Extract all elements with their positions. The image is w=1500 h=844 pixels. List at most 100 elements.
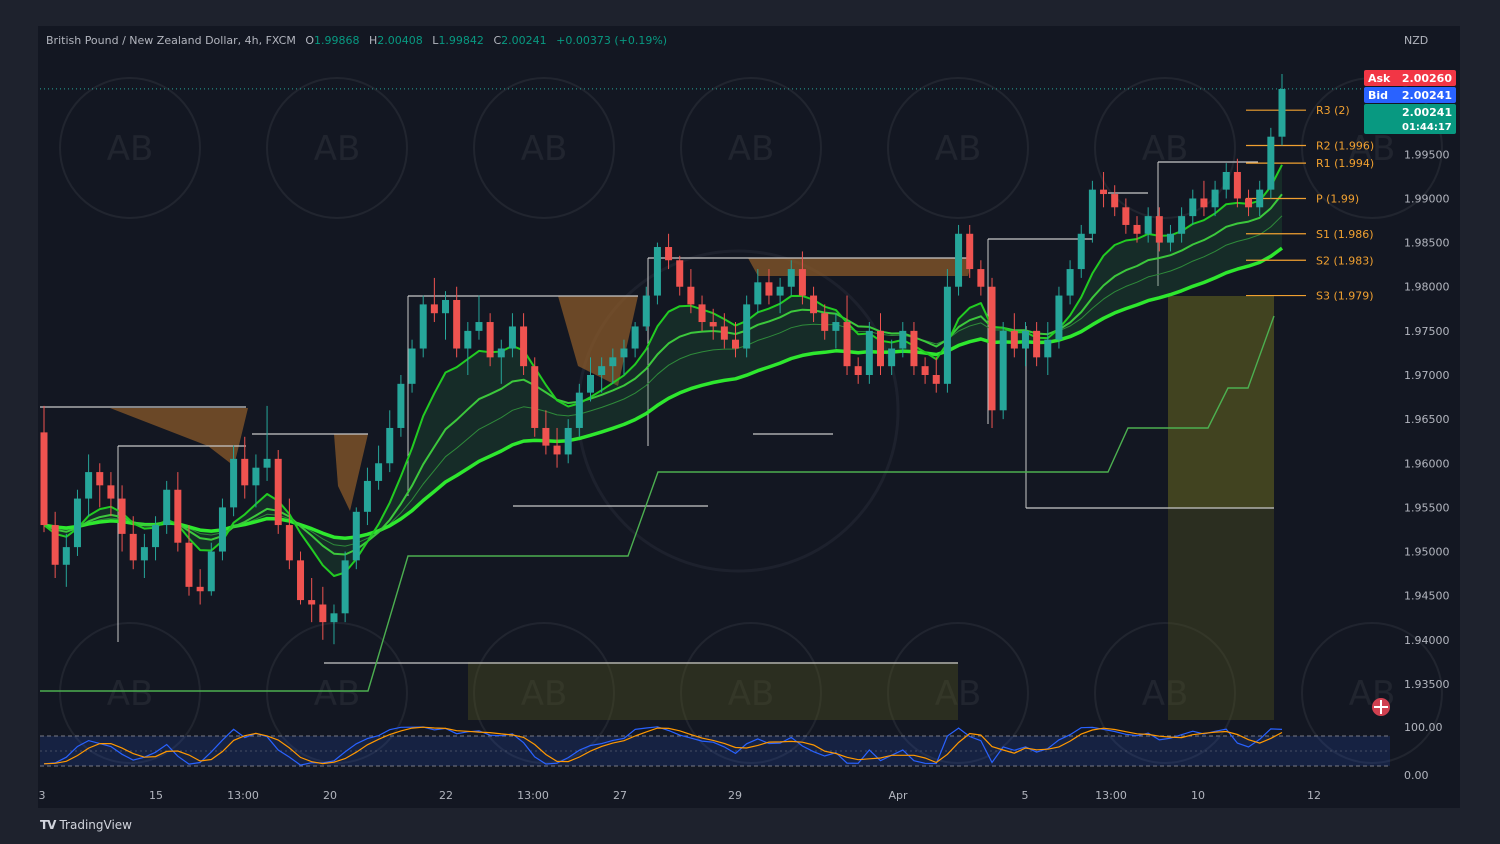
pivot-label: S3 (1.979) bbox=[1316, 290, 1374, 303]
candle-body bbox=[185, 542, 193, 587]
candle-body bbox=[352, 511, 360, 561]
candle-body bbox=[876, 330, 884, 367]
candle-body bbox=[765, 282, 773, 296]
y-axis-tick: 1.98500 bbox=[1404, 237, 1450, 250]
candle-body bbox=[709, 322, 717, 327]
candle-body bbox=[843, 322, 851, 367]
candle-body bbox=[118, 498, 126, 534]
watermark-text: AB bbox=[935, 129, 982, 169]
candle-body bbox=[1033, 330, 1041, 358]
y-axis-tick: 1.97000 bbox=[1404, 369, 1450, 382]
watermark-seal bbox=[680, 622, 822, 764]
tradingview-brand[interactable]: TV TradingView bbox=[40, 818, 132, 832]
candle-body bbox=[698, 304, 706, 323]
candle-body bbox=[564, 427, 572, 455]
watermark-seal bbox=[1094, 77, 1236, 219]
candle-body bbox=[932, 375, 940, 384]
candle-body bbox=[497, 348, 505, 358]
candle-body bbox=[40, 432, 48, 526]
candle-body bbox=[252, 467, 260, 486]
watermark-seal bbox=[680, 77, 822, 219]
ask-value: 2.00260 bbox=[1402, 72, 1452, 85]
watermark-seal bbox=[59, 622, 201, 764]
symbol-title: British Pound / New Zealand Dollar, 4h, … bbox=[46, 34, 296, 47]
candle-body bbox=[96, 472, 104, 486]
candle-body bbox=[230, 458, 238, 508]
candle-body bbox=[966, 233, 974, 270]
candle-body bbox=[1010, 330, 1018, 349]
y-axis-tick: 1.99500 bbox=[1404, 148, 1450, 161]
candle-body bbox=[665, 247, 673, 261]
candle-body bbox=[375, 463, 383, 481]
chart-panel[interactable]: AB AB AB AB AB AB AB AB AB AB AB AB AB AB R3 (2) R2 (1.… bbox=[38, 26, 1460, 808]
candle-body bbox=[754, 282, 762, 305]
x-axis-tick: 12 bbox=[1307, 789, 1321, 802]
low-value: 1.99842 bbox=[438, 34, 484, 47]
watermark-text: AB bbox=[314, 674, 361, 714]
open-value: 1.99868 bbox=[314, 34, 360, 47]
candle-body bbox=[653, 247, 661, 296]
x-axis-tick: 22 bbox=[439, 789, 453, 802]
pivot-label: R2 (1.996) bbox=[1316, 140, 1374, 153]
x-axis-tick: 3 bbox=[39, 789, 46, 802]
open-label: O bbox=[305, 34, 315, 47]
y-axis-tick: 1.95500 bbox=[1404, 501, 1450, 514]
pivot-label: R1 (1.994) bbox=[1316, 157, 1374, 170]
candle-body bbox=[464, 330, 472, 349]
candle-body bbox=[363, 480, 371, 512]
candle-body bbox=[508, 326, 516, 349]
candle-body bbox=[274, 458, 282, 526]
symbol-legend[interactable]: British Pound / New Zealand Dollar, 4h, … bbox=[46, 34, 667, 47]
candle-body bbox=[921, 366, 929, 375]
brand-name: TradingView bbox=[59, 818, 132, 832]
y-axis-tick: 1.93500 bbox=[1404, 678, 1450, 691]
candle-body bbox=[553, 445, 561, 455]
candle-body bbox=[486, 322, 494, 358]
candle-body bbox=[520, 326, 528, 367]
candle-body bbox=[397, 383, 405, 428]
candle-body bbox=[542, 427, 550, 446]
stoch-upper-label: 100.00 bbox=[1404, 721, 1443, 734]
ema-line-slow bbox=[43, 246, 1284, 541]
ask-label: Ask bbox=[1368, 72, 1391, 85]
watermark-text: AB bbox=[1142, 674, 1189, 714]
candle-body bbox=[888, 348, 896, 367]
y-axis-tick: 1.95000 bbox=[1404, 546, 1450, 559]
candle-body bbox=[1133, 224, 1141, 234]
candle-body bbox=[798, 269, 806, 296]
candle-body bbox=[285, 525, 293, 561]
candle-body bbox=[1100, 189, 1108, 195]
candle-body bbox=[531, 366, 539, 428]
candle-body bbox=[609, 357, 617, 367]
last-price-value: 2.00241 bbox=[1402, 106, 1452, 119]
candle-body bbox=[341, 560, 349, 614]
candle-body bbox=[1178, 216, 1186, 234]
candle-body bbox=[453, 299, 461, 349]
stoch-d-line bbox=[43, 726, 1283, 765]
candle-body bbox=[1066, 269, 1074, 296]
close-label: C bbox=[493, 34, 502, 47]
candle-body bbox=[1233, 171, 1241, 199]
candle-body bbox=[152, 525, 160, 548]
candle-body bbox=[1267, 136, 1275, 190]
candle-body bbox=[598, 366, 606, 375]
watermark-seal bbox=[887, 622, 1029, 764]
ema-ribbon bbox=[44, 164, 1282, 577]
y-axis-tick: 1.98000 bbox=[1404, 281, 1450, 294]
stoch-lower-label: 0.00 bbox=[1404, 769, 1429, 782]
candle-body bbox=[51, 525, 59, 565]
change-value: +0.00373 (+0.19%) bbox=[556, 34, 668, 47]
x-axis-tick: 13:00 bbox=[1095, 789, 1127, 802]
candle-body bbox=[1044, 339, 1052, 358]
candle-body bbox=[386, 427, 394, 464]
candle-body bbox=[676, 260, 684, 287]
high-label: H bbox=[369, 34, 378, 47]
candle-body bbox=[1245, 198, 1253, 208]
pivot-label: R3 (2) bbox=[1316, 104, 1350, 117]
supply-zone bbox=[334, 434, 368, 511]
candle-body bbox=[1122, 207, 1130, 225]
x-axis-tick: Apr bbox=[888, 789, 908, 802]
pivot-label: S1 (1.986) bbox=[1316, 228, 1374, 241]
